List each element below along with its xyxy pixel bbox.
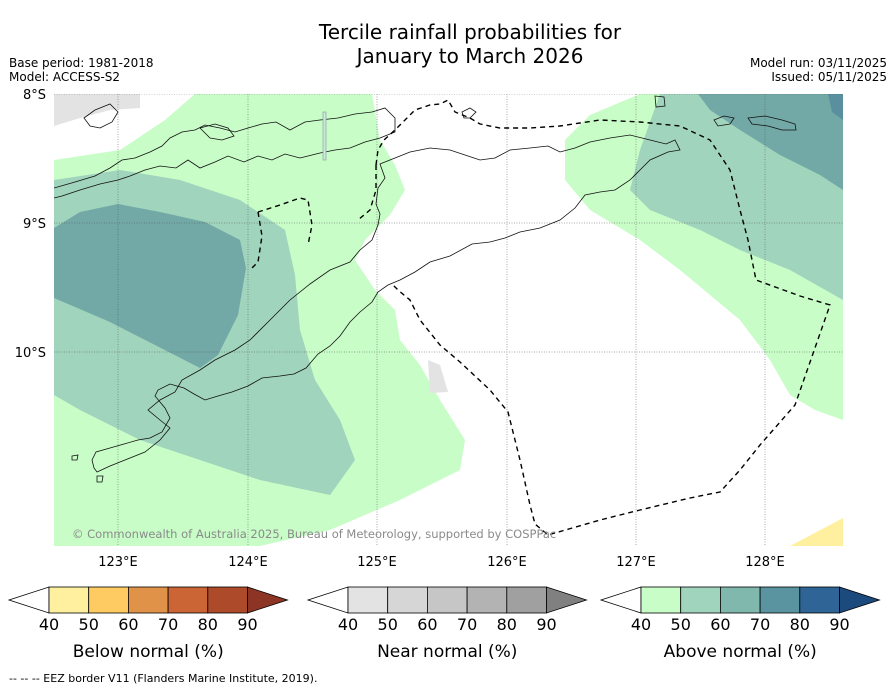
near-normal-segment-1	[347, 586, 389, 614]
eez-border	[251, 99, 831, 536]
coastlines	[54, 95, 797, 483]
below-normal-tick: 40	[39, 615, 59, 634]
near-normal-patch-nw	[54, 94, 140, 126]
below-normal-segment-2	[88, 586, 129, 614]
above-normal-over-triangle	[839, 586, 881, 614]
above-normal-label: Above normal (%)	[664, 642, 817, 662]
below-normal-over-triangle	[247, 586, 289, 614]
issued-date: Issued: 05/11/2025	[771, 70, 887, 84]
lat-label-10s: 10°S	[15, 346, 46, 361]
near-normal-under-triangle	[306, 586, 349, 614]
lat-label-9s: 9°S	[23, 217, 46, 232]
near-normal-tick: 90	[536, 615, 556, 634]
below-normal-patch-se	[790, 518, 843, 546]
near-normal-segment-5	[506, 586, 547, 614]
lon-label-128e: 128°E	[745, 555, 785, 570]
near-normal-over-triangle	[546, 586, 588, 614]
below-normal-segment-4	[167, 586, 209, 614]
metadata-right: Model run: 03/11/2025 Issued: 05/11/2025	[750, 56, 887, 84]
near-normal-label: Near normal (%)	[377, 642, 517, 662]
lon-label-124e: 124°E	[228, 555, 268, 570]
above-normal-tick: 40	[631, 615, 651, 634]
above-normal-60-70-west	[54, 204, 246, 368]
above-normal-segment-3	[720, 586, 761, 614]
near-normal-segment-2	[387, 586, 428, 614]
legend-colorbars: 40 50 60 70 80 90 Below normal (%) 40 50 60 70 80 90…	[7, 586, 881, 662]
base-period: Base period: 1981-2018	[9, 56, 154, 70]
title-line-2: January to March 2026	[356, 44, 584, 68]
lon-label-127e: 127°E	[616, 555, 656, 570]
above-normal-segment-5	[799, 586, 840, 614]
above-normal-segment-4	[759, 586, 801, 614]
below-normal-tick: 70	[158, 615, 178, 634]
near-normal-patch-center	[428, 360, 448, 393]
map-plot-area	[54, 94, 843, 546]
above-normal-tick: 80	[790, 615, 810, 634]
title-line-1: Tercile rainfall probabilities for	[318, 20, 622, 44]
lon-label-126e: 126°E	[487, 555, 527, 570]
metadata-left: Base period: 1981-2018 Model: ACCESS-S2	[9, 56, 154, 84]
near-normal-tick: 50	[378, 615, 398, 634]
lat-label-8s: 8°S	[23, 88, 46, 103]
above-normal-segment-1	[640, 586, 682, 614]
above-normal-tick: 50	[671, 615, 691, 634]
below-normal-colorbar: 40 50 60 70 80 90 Below normal (%)	[7, 586, 289, 662]
above-normal-tick: 90	[829, 615, 849, 634]
above-normal-colorbar: 40 50 60 70 80 90 Above normal (%)	[599, 586, 881, 662]
above-normal-tick: 70	[750, 615, 770, 634]
above-normal-tick: 60	[710, 615, 730, 634]
eez-footnote: -- -- -- EEZ border V11 (Flanders Marine…	[9, 672, 318, 685]
lon-label-125e: 125°E	[357, 555, 397, 570]
lon-label-123e: 123°E	[98, 555, 138, 570]
below-normal-segment-1	[48, 586, 90, 614]
below-normal-tick: 90	[237, 615, 257, 634]
below-normal-segment-5	[207, 586, 248, 614]
above-normal-under-triangle	[599, 586, 642, 614]
below-normal-label: Below normal (%)	[73, 642, 224, 662]
near-normal-tick: 70	[457, 615, 477, 634]
near-normal-segment-4	[466, 586, 508, 614]
below-normal-tick: 80	[198, 615, 218, 634]
map-title: Tercile rainfall probabilities for Janua…	[0, 20, 896, 68]
gridlines	[54, 94, 843, 546]
near-normal-tick: 40	[338, 615, 358, 634]
above-normal-segment-2	[680, 586, 721, 614]
model-run: Model run: 03/11/2025	[749, 56, 887, 70]
near-normal-colorbar: 40 50 60 70 80 90 Near normal (%)	[306, 586, 588, 662]
below-normal-under-triangle	[7, 586, 50, 614]
near-normal-segment-3	[426, 586, 468, 614]
below-normal-tick: 50	[79, 615, 99, 634]
model-name: Model: ACCESS-S2	[9, 70, 121, 84]
near-normal-tick: 80	[497, 615, 517, 634]
below-normal-segment-3	[127, 586, 169, 614]
near-normal-tick: 60	[417, 615, 437, 634]
below-normal-tick: 60	[118, 615, 138, 634]
above-normal-70-80-patch	[828, 94, 843, 120]
copyright-text: © Commonwealth of Australia 2025, Bureau…	[72, 527, 556, 541]
